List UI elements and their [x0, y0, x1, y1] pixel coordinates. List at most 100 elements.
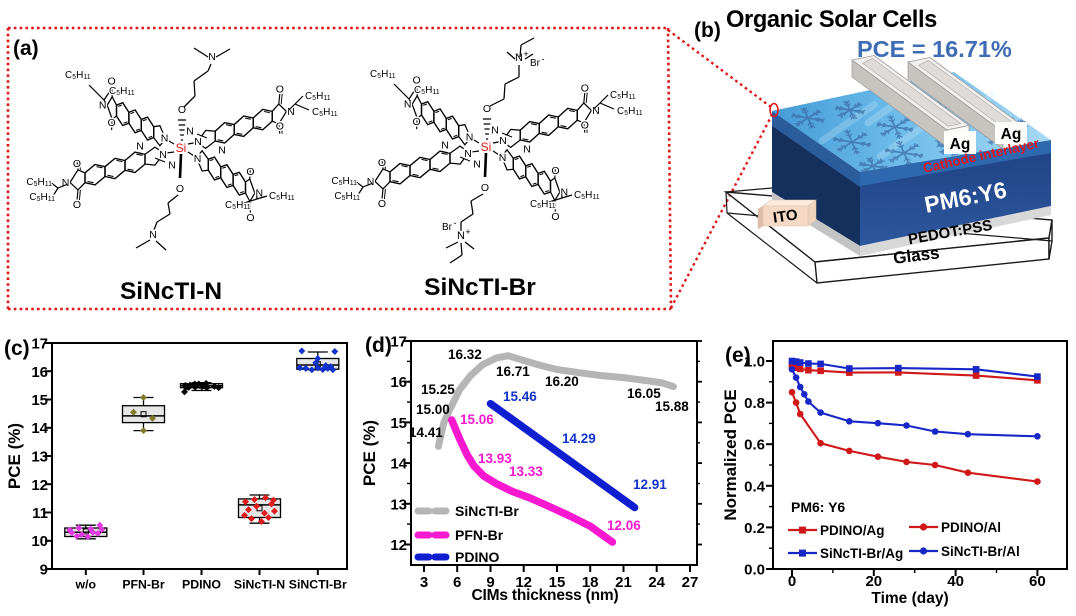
svg-text:18: 18 — [582, 574, 599, 591]
svg-text:O: O — [551, 211, 559, 223]
svg-text:PM6: Y6: PM6: Y6 — [791, 499, 845, 515]
svg-text:12: 12 — [31, 477, 48, 494]
svg-text:PFN-Br: PFN-Br — [122, 578, 165, 592]
svg-text:N: N — [161, 133, 169, 145]
svg-text:Br: Br — [442, 222, 453, 233]
svg-text:N: N — [149, 229, 157, 241]
svg-text:N: N — [99, 100, 107, 112]
svg-text:O: O — [413, 116, 421, 128]
svg-text:N: N — [466, 132, 474, 144]
svg-text:PCE (%): PCE (%) — [5, 423, 24, 489]
svg-text:27: 27 — [682, 574, 699, 591]
svg-text:12.91: 12.91 — [633, 477, 667, 492]
svg-text:C5H11: C5H11 — [109, 86, 135, 97]
svg-text:(a): (a) — [13, 37, 39, 60]
svg-text:12: 12 — [515, 574, 532, 591]
svg-text:14: 14 — [31, 420, 48, 437]
svg-text:O: O — [481, 182, 489, 194]
svg-text:N: N — [256, 188, 264, 200]
svg-text:N: N — [515, 52, 523, 64]
svg-text:PDINO: PDINO — [455, 549, 499, 565]
svg-text:11: 11 — [32, 505, 48, 522]
svg-text:O: O — [581, 83, 589, 95]
svg-text:Organic Solar Cells: Organic Solar Cells — [726, 7, 937, 33]
svg-text:0.6: 0.6 — [744, 437, 765, 454]
svg-text:N: N — [491, 125, 499, 137]
svg-text:0.4: 0.4 — [744, 478, 766, 495]
svg-text:13: 13 — [390, 496, 407, 513]
svg-text:15.46: 15.46 — [503, 389, 537, 404]
svg-text:N: N — [194, 136, 202, 148]
svg-text:N: N — [186, 126, 194, 138]
svg-text:PCE (%): PCE (%) — [360, 420, 379, 486]
svg-text:CIMs thickness (nm): CIMs thickness (nm) — [472, 587, 619, 604]
svg-text:14: 14 — [390, 456, 407, 473]
svg-text:N: N — [473, 159, 481, 171]
svg-text:Si: Si — [481, 140, 492, 154]
svg-text:Ag: Ag — [1001, 126, 1022, 143]
svg-text:w/o: w/o — [75, 578, 97, 592]
svg-text:16.32: 16.32 — [448, 347, 482, 362]
svg-text:0.8: 0.8 — [744, 395, 765, 412]
svg-text:O: O — [378, 198, 386, 210]
svg-text:(b): (b) — [694, 19, 721, 42]
svg-text:N: N — [218, 145, 226, 157]
svg-text:C5H11: C5H11 — [414, 85, 440, 96]
svg-text:21: 21 — [615, 574, 632, 591]
svg-text:Time (day): Time (day) — [871, 590, 948, 607]
svg-text:N: N — [62, 177, 70, 189]
svg-text:16: 16 — [31, 364, 48, 381]
svg-text:C5H11: C5H11 — [269, 191, 295, 202]
svg-text:13.93: 13.93 — [478, 451, 512, 466]
svg-text:13.33: 13.33 — [509, 464, 543, 479]
svg-text:SiNcTI-Br: SiNcTI-Br — [424, 274, 536, 301]
svg-text:N: N — [464, 148, 472, 160]
svg-text:O: O — [378, 157, 386, 169]
svg-text:9: 9 — [486, 574, 494, 591]
svg-text:O: O — [551, 165, 559, 177]
svg-text:O: O — [483, 103, 491, 115]
svg-text:N: N — [136, 141, 144, 153]
svg-text:3: 3 — [420, 574, 428, 591]
svg-text:SiNcTI-Br/Al: SiNcTI-Br/Al — [941, 544, 1020, 559]
svg-text:N: N — [159, 149, 167, 161]
svg-text:O: O — [178, 104, 186, 116]
svg-text:N: N — [367, 176, 375, 188]
svg-text:N: N — [499, 152, 507, 164]
svg-text:15: 15 — [549, 574, 566, 591]
svg-text:N: N — [592, 105, 600, 117]
svg-text:Si: Si — [176, 141, 187, 155]
svg-text:Ag: Ag — [950, 136, 971, 153]
svg-text:16.05: 16.05 — [627, 386, 661, 401]
svg-text:(d): (d) — [365, 334, 392, 357]
svg-text:O: O — [581, 120, 589, 132]
svg-text:PDINO/Ag: PDINO/Ag — [820, 523, 885, 538]
svg-text:12: 12 — [390, 537, 407, 554]
svg-text:-: - — [542, 54, 545, 64]
svg-text:ITO: ITO — [772, 206, 799, 226]
svg-text:-: - — [454, 218, 457, 228]
svg-text:1.0: 1.0 — [744, 354, 765, 371]
svg-text:(e): (e) — [725, 344, 751, 367]
svg-text:SiNcTI-N: SiNcTI-N — [120, 278, 222, 305]
svg-text:12.06: 12.06 — [607, 518, 641, 533]
svg-text:PFN-Br: PFN-Br — [455, 527, 504, 543]
svg-text:13: 13 — [31, 449, 48, 466]
svg-text:N: N — [168, 160, 176, 172]
svg-text:O: O — [73, 158, 81, 170]
svg-text:9: 9 — [40, 562, 48, 579]
svg-text:15.25: 15.25 — [421, 382, 455, 397]
svg-text:SiNCTI-Br: SiNCTI-Br — [289, 578, 347, 592]
svg-text:N: N — [404, 99, 412, 111]
svg-text:N: N — [194, 153, 202, 165]
svg-text:O: O — [108, 117, 116, 129]
svg-text:N: N — [441, 140, 449, 152]
svg-text:6: 6 — [453, 574, 461, 591]
svg-text:N: N — [523, 144, 531, 156]
svg-text:40: 40 — [947, 573, 964, 590]
svg-text:24: 24 — [648, 574, 665, 591]
svg-text:60: 60 — [1029, 573, 1046, 590]
svg-text:+: + — [465, 227, 470, 237]
svg-text:O: O — [246, 166, 254, 178]
svg-text:15: 15 — [31, 392, 48, 409]
